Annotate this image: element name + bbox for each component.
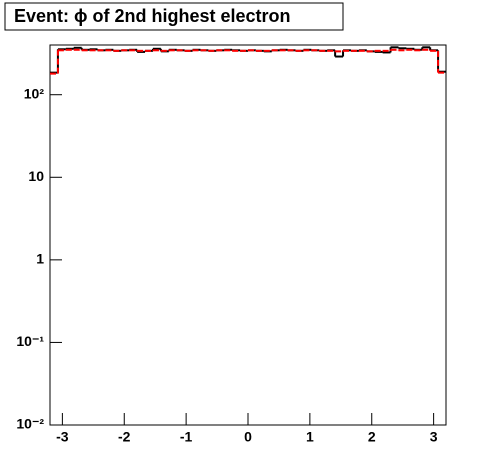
x-tick-label: 2	[368, 429, 376, 445]
chart-title: Event: ϕ of 2nd highest electron	[14, 6, 291, 26]
plot-frame	[49, 44, 447, 426]
x-tick-label: -2	[118, 429, 131, 445]
x-tick-label: 3	[430, 429, 438, 445]
y-tick-label: 10	[28, 168, 44, 184]
y-tick-label: 1	[36, 251, 44, 267]
y-tick-label: 10²	[24, 85, 45, 101]
title-box	[4, 2, 344, 31]
y-tick-label: 10⁻²	[16, 416, 44, 432]
x-tick-label: -3	[56, 429, 69, 445]
y-tick-label: 10⁻¹	[16, 333, 44, 349]
x-tick-label: 0	[244, 429, 252, 445]
x-tick-label: 1	[306, 429, 314, 445]
x-tick-label: -1	[180, 429, 193, 445]
